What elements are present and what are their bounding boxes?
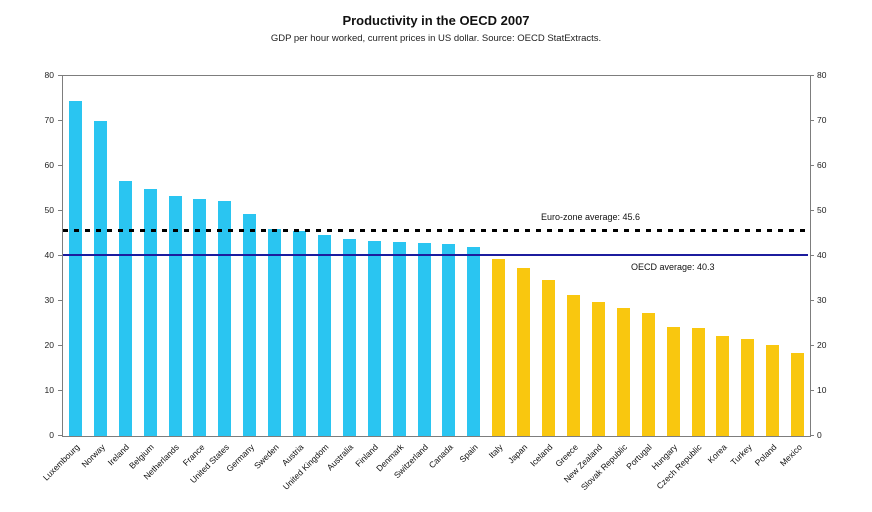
y-tick-mark-left [58,300,62,301]
bar-hungary [666,327,680,436]
bar-iceland [542,279,555,436]
bar-france [193,198,207,436]
x-axis-label-turkey: Turkey [728,442,754,468]
y-tick-mark-left [58,435,62,436]
y-tick-label-left-10: 10 [44,385,54,395]
oecd-average-label: OECD average: 40.3 [631,262,715,272]
y-tick-label-right-0: 0 [817,430,822,440]
bar-belgium [143,188,157,436]
y-tick-label-right-60: 60 [817,160,827,170]
y-tick-mark-right [810,255,814,256]
bar-ireland [118,180,132,436]
x-axis-label-japan: Japan [506,442,530,466]
chart-title: Productivity in the OECD 2007 [342,13,530,28]
x-axis-label-sweden: Sweden [251,442,281,471]
x-axis-label-czech-republic: Czech Republic [654,442,705,492]
bar-norway [93,121,107,436]
y-tick-mark-left [58,210,62,211]
y-tick-label-left-30: 30 [44,295,54,305]
x-axis-label-slovak-republic: Slovak Republic [579,442,630,493]
y-tick-mark-right [810,120,814,121]
y-tick-label-left-70: 70 [44,115,54,125]
x-axis-label-canada: Canada [426,442,455,471]
bar-slovak-republic [616,308,630,436]
bar-luxembourg [68,100,82,436]
bar-finland [367,241,381,436]
x-axis-label-italy: Italy [486,442,505,461]
bar-poland [766,345,780,436]
y-tick-label-left-80: 80 [44,70,54,80]
bar-new-zealand [591,301,605,436]
plot-area: Euro-zone average: 45.6 OECD average: 40.… [62,75,811,437]
y-tick-mark-right [810,345,814,346]
bar-mexico [791,353,804,436]
y-tick-label-left-20: 20 [44,340,54,350]
y-tick-mark-right [810,165,814,166]
bar-czech-republic [691,328,705,436]
x-axis-label-iceland: Iceland [528,442,555,469]
oecd-average-line [63,253,808,256]
y-tick-label-left-40: 40 [44,250,54,260]
y-tick-mark-left [58,120,62,121]
x-axis-label-luxembourg: Luxembourg [41,442,82,483]
x-axis-label-korea: Korea [705,442,729,466]
y-tick-label-left-50: 50 [44,205,54,215]
bar-turkey [741,338,755,436]
y-tick-label-right-50: 50 [817,205,827,215]
x-axis-label-united-kingdom: United Kingdom [280,442,331,492]
y-tick-mark-left [58,75,62,76]
bar-sweden [268,229,282,436]
bar-korea [716,336,730,436]
y-tick-label-left-60: 60 [44,160,54,170]
y-tick-mark-right [810,390,814,391]
y-tick-label-right-70: 70 [817,115,827,125]
y-tick-mark-left [58,165,62,166]
y-tick-mark-right [810,210,814,211]
y-tick-mark-left [58,390,62,391]
bar-switzerland [417,243,431,436]
bar-united-kingdom [317,235,331,436]
bar-germany [243,213,257,436]
bar-greece [566,294,580,436]
y-tick-mark-left [58,345,62,346]
bar-denmark [392,242,406,436]
y-tick-label-right-40: 40 [817,250,827,260]
bar-spain [467,247,481,436]
bar-canada [442,244,456,436]
y-tick-label-right-30: 30 [817,295,827,305]
bar-australia [342,239,356,436]
x-axis-label-australia: Australia [324,442,356,473]
bar-united-states [218,201,232,436]
y-tick-label-right-20: 20 [817,340,827,350]
eurozone-average-label: Euro-zone average: 45.6 [541,212,641,222]
y-tick-mark-right [810,75,814,76]
y-tick-mark-right [810,300,814,301]
bar-portugal [641,313,655,436]
x-axis-label-norway: Norway [79,442,107,470]
y-tick-mark-left [58,255,62,256]
chart-subtitle: GDP per hour worked, current prices in U… [270,33,602,44]
y-tick-mark-right [810,435,814,436]
bar-netherlands [168,195,182,436]
x-axis-label-poland: Poland [752,442,779,468]
eurozone-average-line [63,229,808,233]
x-axis-label-portugal: Portugal [624,442,655,472]
bar-italy [492,259,506,436]
y-tick-label-left-0: 0 [49,430,54,440]
bar-austria [293,230,306,436]
bar-japan [517,268,531,436]
y-tick-label-right-10: 10 [817,385,827,395]
x-axis-label-mexico: Mexico [777,442,804,469]
x-axis-label-spain: Spain [457,442,480,465]
y-tick-label-right-80: 80 [817,70,827,80]
